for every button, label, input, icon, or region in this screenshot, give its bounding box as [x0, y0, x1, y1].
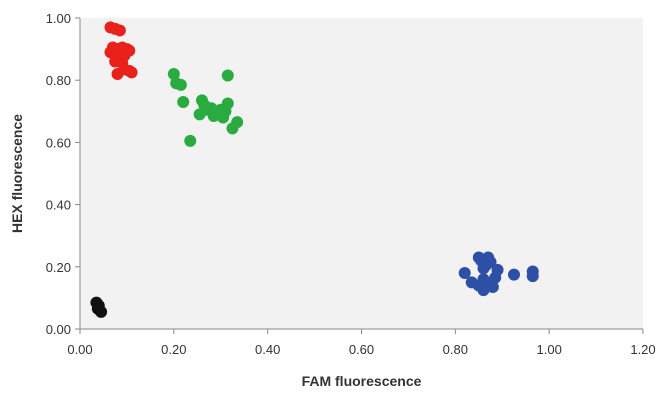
scatter-point-series-2: [184, 134, 197, 147]
scatter-point-series-2: [221, 69, 234, 82]
scatter-point-series-2: [177, 95, 190, 108]
x-tick-label: 1.00: [537, 342, 562, 357]
x-axis-title: FAM fluorescence: [302, 373, 422, 389]
plot-area: [80, 18, 643, 329]
x-tick-label: 0.20: [161, 342, 186, 357]
scatter-point-series-2: [193, 108, 206, 121]
scatter-point-series-2: [217, 111, 230, 124]
y-tick-label: 1.00: [46, 11, 71, 26]
y-axis-title: HEX fluorescence: [9, 114, 25, 233]
data-points: [90, 21, 539, 318]
scatter-point-series-2: [167, 67, 180, 80]
scatter-point-series-2: [207, 109, 220, 122]
scatter-point-series-3: [477, 284, 490, 297]
scatter-point-series-3: [507, 268, 520, 281]
scatter-point-series-3: [526, 270, 539, 283]
x-tick-label: 0.40: [255, 342, 280, 357]
y-tick-label: 0.20: [46, 260, 71, 275]
scatter-point-series-1: [113, 24, 126, 37]
x-tick-label: 0.80: [443, 342, 468, 357]
scatter-point-series-1: [111, 67, 124, 80]
y-tick-label: 0.60: [46, 135, 71, 150]
x-tick-label: 0.00: [67, 342, 92, 357]
scatter-point-series-1: [125, 66, 138, 79]
x-axis-ticks: 0.00 0.20 0.40 0.60 0.80 1.00 1.20: [67, 329, 656, 357]
scatter-point-series-4: [95, 305, 108, 318]
scatter-point-series-2: [174, 78, 187, 91]
scatter-point-series-3: [458, 267, 471, 280]
scatter-point-series-2: [226, 122, 239, 135]
x-tick-label: 0.60: [349, 342, 374, 357]
y-axis-ticks: 0.00 0.20 0.40 0.60 0.80 1.00: [46, 11, 80, 337]
scatter-point-series-3: [486, 281, 499, 294]
y-tick-label: 0.80: [46, 73, 71, 88]
y-tick-label: 0.00: [46, 322, 71, 337]
scatter-point-series-3: [477, 262, 490, 275]
x-tick-label: 1.20: [630, 342, 655, 357]
y-tick-label: 0.40: [46, 198, 71, 213]
